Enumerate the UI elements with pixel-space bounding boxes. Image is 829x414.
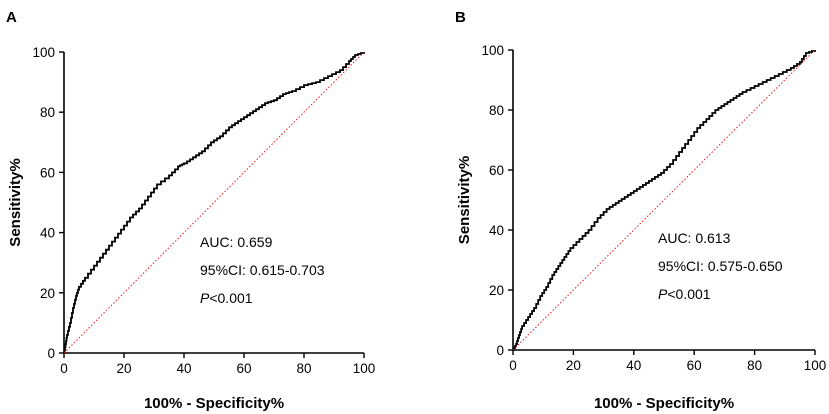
y-tick-label: 40	[40, 226, 55, 241]
y-tick-label: 0	[47, 346, 55, 361]
y-tick-label: 80	[489, 103, 504, 118]
y-tick-label: 60	[489, 163, 504, 178]
x-tick-label: 40	[176, 361, 191, 376]
reference-diagonal-line	[512, 49, 816, 351]
p-value-annotation: P<0.001	[658, 286, 711, 302]
x-axis-title: 100% - Specificity%	[144, 395, 284, 412]
y-tick-label: 80	[40, 105, 55, 120]
panel-a: A 0 20 40 60 80 100 0 20 40 60 80 100 100% - Specific…	[6, 9, 375, 412]
panel-b: B 0 20 40 60 80 100 0 20 40 60 80 100 100% - Specific…	[455, 9, 826, 412]
ci-annotation: 95%CI: 0.615-0.703	[200, 262, 325, 278]
x-tick-label: 60	[687, 358, 702, 373]
y-axis-title: Sensitivity%	[7, 158, 24, 246]
p-value-symbol: P	[200, 290, 210, 306]
reference-diagonal-line	[63, 51, 365, 354]
p-value-annotation: P<0.001	[200, 290, 253, 306]
auc-annotation: AUC: 0.613	[658, 230, 731, 246]
x-tick-label: 20	[116, 361, 131, 376]
y-tick-label: 0	[496, 343, 504, 358]
x-tick-label: 80	[296, 361, 311, 376]
y-tick-label: 100	[32, 45, 55, 60]
y-tick-label: 40	[489, 223, 504, 238]
p-value-text: <0.001	[209, 290, 252, 306]
panel-letter: B	[455, 9, 466, 26]
x-tick-label: 0	[509, 358, 517, 373]
x-tick-label: 100	[353, 361, 376, 376]
x-tick-label: 60	[236, 361, 251, 376]
roc-curve-line	[513, 50, 816, 351]
y-axis-title: Sensitivity%	[456, 156, 473, 244]
roc-curve-line	[63, 52, 365, 354]
x-tick-label: 80	[747, 358, 762, 373]
y-tick-label: 20	[40, 286, 55, 301]
y-tick-label: 100	[481, 43, 504, 58]
x-axis-title: 100% - Specificity%	[594, 395, 734, 412]
p-value-symbol: P	[658, 286, 668, 302]
ci-annotation: 95%CI: 0.575-0.650	[658, 258, 783, 274]
auc-annotation: AUC: 0.659	[200, 234, 273, 250]
x-tick-label: 100	[804, 358, 827, 373]
panel-letter: A	[6, 9, 17, 26]
y-tick-label: 20	[489, 283, 504, 298]
y-tick-label: 60	[40, 165, 55, 180]
x-tick-label: 20	[566, 358, 581, 373]
p-value-text: <0.001	[667, 286, 710, 302]
x-tick-label: 40	[626, 358, 641, 373]
x-tick-label: 0	[60, 361, 68, 376]
